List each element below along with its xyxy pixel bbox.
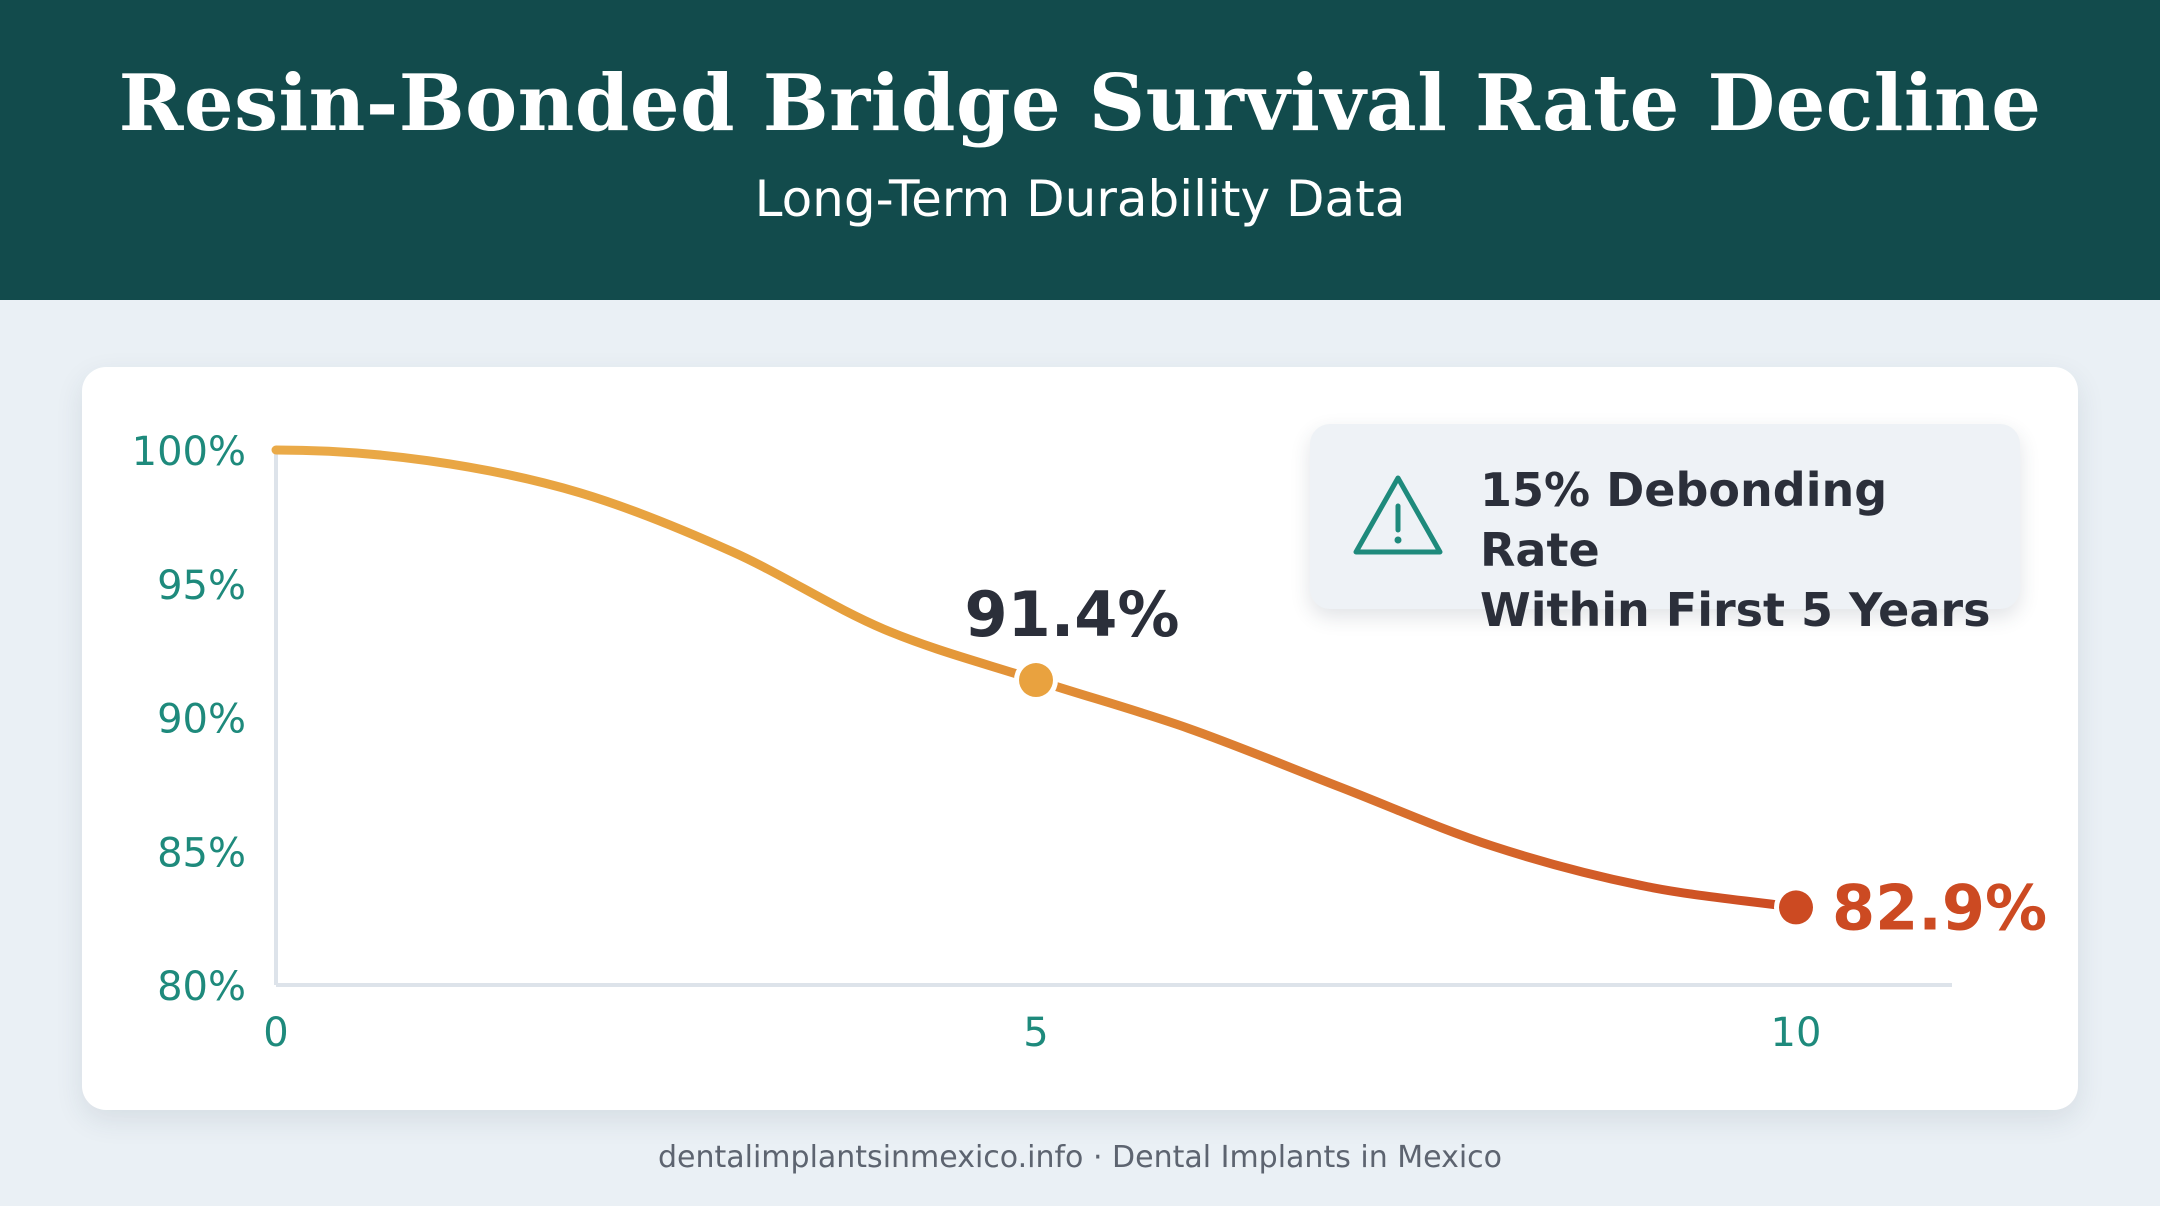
warning-triangle-icon — [1353, 475, 1443, 555]
data-label: 82.9% — [1832, 871, 2047, 944]
callout-line-2: Within First 5 Years — [1480, 583, 1991, 637]
y-axis-ticks: 100% 95% 90% 85% 80% — [132, 429, 246, 1010]
footer-credit: dentalimplantsinmexico.info · Dental Imp… — [657, 1140, 1503, 1175]
debonding-callout: 15% Debonding Rate Within First 5 Years — [1310, 424, 2020, 637]
y-tick-label: 100% — [132, 429, 246, 475]
highlight-point — [1019, 663, 1053, 698]
data-label: 91.4% — [964, 578, 1179, 651]
x-tick-label: 10 — [1771, 1010, 1822, 1056]
y-tick-label: 80% — [157, 964, 246, 1010]
axes — [274, 448, 1952, 987]
x-tick-label: 0 — [263, 1010, 288, 1056]
page-subtitle: Long-Term Durability Data — [754, 170, 1406, 228]
page-title: Resin-Bonded Bridge Survival Rate Declin… — [118, 58, 2042, 149]
y-tick-label: 90% — [157, 697, 246, 743]
callout-line-1: 15% Debonding Rate — [1480, 463, 1888, 577]
highlight-points: 91.4% 82.9% — [964, 578, 2047, 944]
x-axis-ticks: 0 5 10 — [263, 1010, 1821, 1056]
y-tick-label: 95% — [157, 563, 246, 609]
y-tick-label: 85% — [157, 830, 246, 876]
header-banner: Resin-Bonded Bridge Survival Rate Declin… — [0, 0, 2160, 300]
callout-text: 15% Debonding Rate Within First 5 Years — [1480, 460, 2000, 640]
x-tick-label: 5 — [1023, 1010, 1048, 1056]
highlight-point — [1779, 890, 1813, 925]
